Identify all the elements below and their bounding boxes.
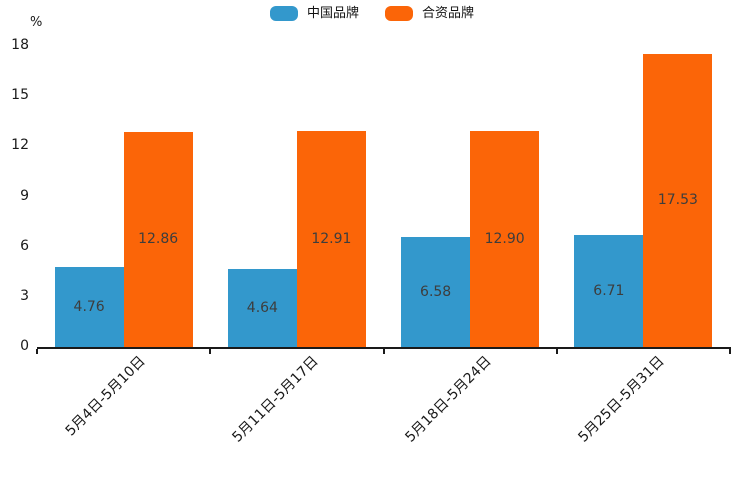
bar-value-label: 6.71 <box>593 282 625 299</box>
y-tick-label: 18 <box>11 37 29 53</box>
y-tick-label: 6 <box>20 237 29 254</box>
y-tick-label: 12 <box>11 137 29 154</box>
y-tick-label: 3 <box>20 287 29 304</box>
bar-series1-cat3: 17.53 <box>643 53 713 347</box>
bar-series0-cat0: 4.76 <box>54 267 124 347</box>
bar-value-label: 12.90 <box>484 231 525 248</box>
x-axis-tick <box>555 349 558 354</box>
legend-swatch-icon <box>385 6 413 21</box>
x-axis-tick <box>209 349 212 354</box>
legend-item-1: 合资品牌 <box>385 6 474 21</box>
bar-value-label: 4.64 <box>246 300 278 317</box>
legend-item-0: 中国品牌 <box>269 6 359 21</box>
bar-value-label: 4.76 <box>73 299 105 316</box>
bar-series1-cat2: 12.90 <box>470 131 540 347</box>
bar-value-label: 12.91 <box>311 231 352 248</box>
y-tick-label: 9 <box>20 187 29 204</box>
x-tick-label: 5月18日-5月24日 <box>402 353 495 446</box>
bar-series0-cat2: 6.58 <box>401 236 471 347</box>
x-axis-line <box>37 347 731 349</box>
x-tick-label: 5月25日-5月31日 <box>575 353 668 446</box>
bar-series0-cat1: 4.64 <box>227 269 297 347</box>
bar-value-label: 6.58 <box>420 283 452 300</box>
bar-value-label: 12.86 <box>138 231 179 248</box>
legend-label: 中国品牌 <box>306 6 359 21</box>
x-axis-tick <box>382 349 385 354</box>
y-tick-label: 0 <box>20 338 29 354</box>
bar-value-label: 17.53 <box>657 192 698 209</box>
bar-series1-cat1: 12.91 <box>296 131 366 347</box>
legend-swatch-icon <box>269 6 298 21</box>
x-axis-tick <box>729 349 731 354</box>
bar-series0-cat3: 6.71 <box>574 234 644 347</box>
x-tick-label: 5月4日-5月10日 <box>62 353 149 440</box>
x-tick-label: 5月11日-5月17日 <box>229 353 322 446</box>
legend-label: 合资品牌 <box>422 6 475 21</box>
y-tick-label: 15 <box>11 87 29 104</box>
bar-series1-cat0: 12.86 <box>123 131 193 347</box>
chart-legend: 中国品牌 合资品牌 <box>0 6 744 21</box>
y-axis-unit-label: % <box>30 15 43 30</box>
x-axis-tick <box>36 349 38 354</box>
